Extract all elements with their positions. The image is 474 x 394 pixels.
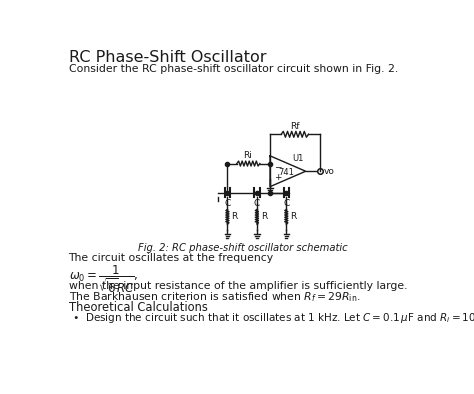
Text: $\bullet$  Design the circuit such that it oscillates at 1 kHz. Let $C = 0.1\,\m: $\bullet$ Design the circuit such that i… [72, 310, 474, 325]
Text: $+$: $+$ [274, 172, 283, 182]
Text: Fig. 2: RC phase-shift oscillator schematic: Fig. 2: RC phase-shift oscillator schema… [138, 243, 348, 253]
Text: $\omega_0 = \dfrac{1}{\sqrt{6}RC}$,: $\omega_0 = \dfrac{1}{\sqrt{6}RC}$, [69, 264, 138, 295]
Text: U1: U1 [292, 154, 304, 163]
Text: Consider the RC phase-shift oscillator circuit shown in Fig. 2.: Consider the RC phase-shift oscillator c… [69, 64, 398, 74]
Text: vo: vo [324, 167, 334, 176]
Text: RC Phase-Shift Oscillator: RC Phase-Shift Oscillator [69, 50, 266, 65]
Text: C: C [254, 199, 260, 208]
Text: C: C [283, 199, 290, 208]
Text: R: R [290, 212, 296, 221]
Text: Theoretical Calculations: Theoretical Calculations [69, 301, 208, 314]
Text: Ri: Ri [244, 151, 252, 160]
Text: $-$: $-$ [274, 161, 283, 170]
Text: R: R [231, 212, 237, 221]
Text: Rf: Rf [290, 122, 300, 131]
Text: 741: 741 [278, 167, 294, 177]
Text: The circuit oscillates at the frequency: The circuit oscillates at the frequency [69, 253, 273, 263]
Text: C: C [224, 199, 230, 208]
Text: The Barkhausen criterion is satisfied when $R_f = 29R_{\mathrm{in}}$.: The Barkhausen criterion is satisfied wh… [69, 291, 360, 305]
Text: when the input resistance of the amplifier is sufficiently large.: when the input resistance of the amplifi… [69, 281, 407, 291]
Text: R: R [261, 212, 267, 221]
